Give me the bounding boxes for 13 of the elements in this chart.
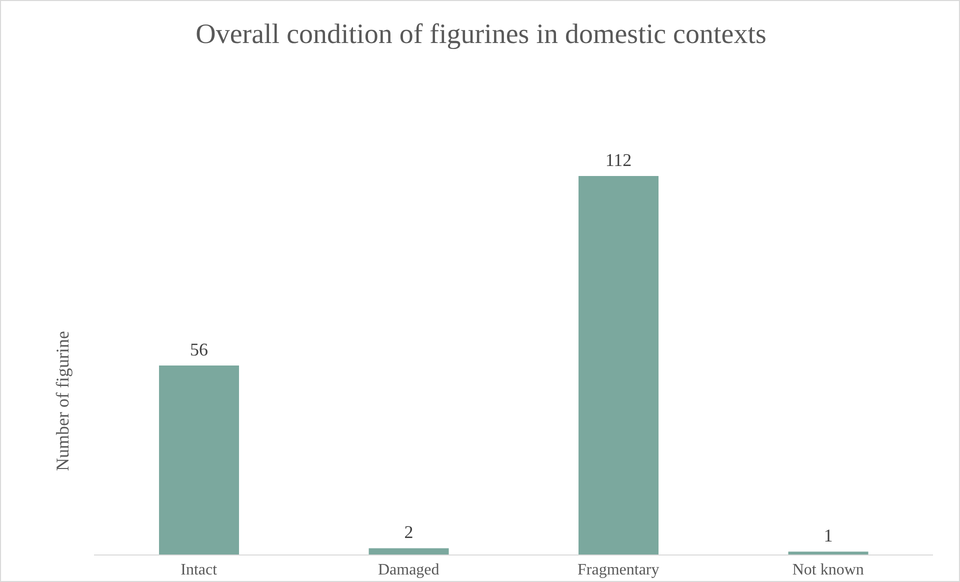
data-label: 1 xyxy=(824,526,833,546)
data-label: 112 xyxy=(605,150,632,170)
x-tick-label: Intact xyxy=(180,561,218,578)
data-label: 56 xyxy=(190,340,208,360)
y-axis-title: Number of figurine xyxy=(52,331,74,471)
x-tick-label: Fragmentary xyxy=(578,561,660,578)
x-tick-label: Not known xyxy=(792,561,864,578)
chart-title: Overall condition of figurines in domestic contexts xyxy=(194,18,768,52)
data-label: 2 xyxy=(404,522,414,542)
bar xyxy=(578,176,659,555)
bar xyxy=(159,366,240,555)
x-tick-label: Damaged xyxy=(378,561,440,578)
bar xyxy=(368,548,449,555)
